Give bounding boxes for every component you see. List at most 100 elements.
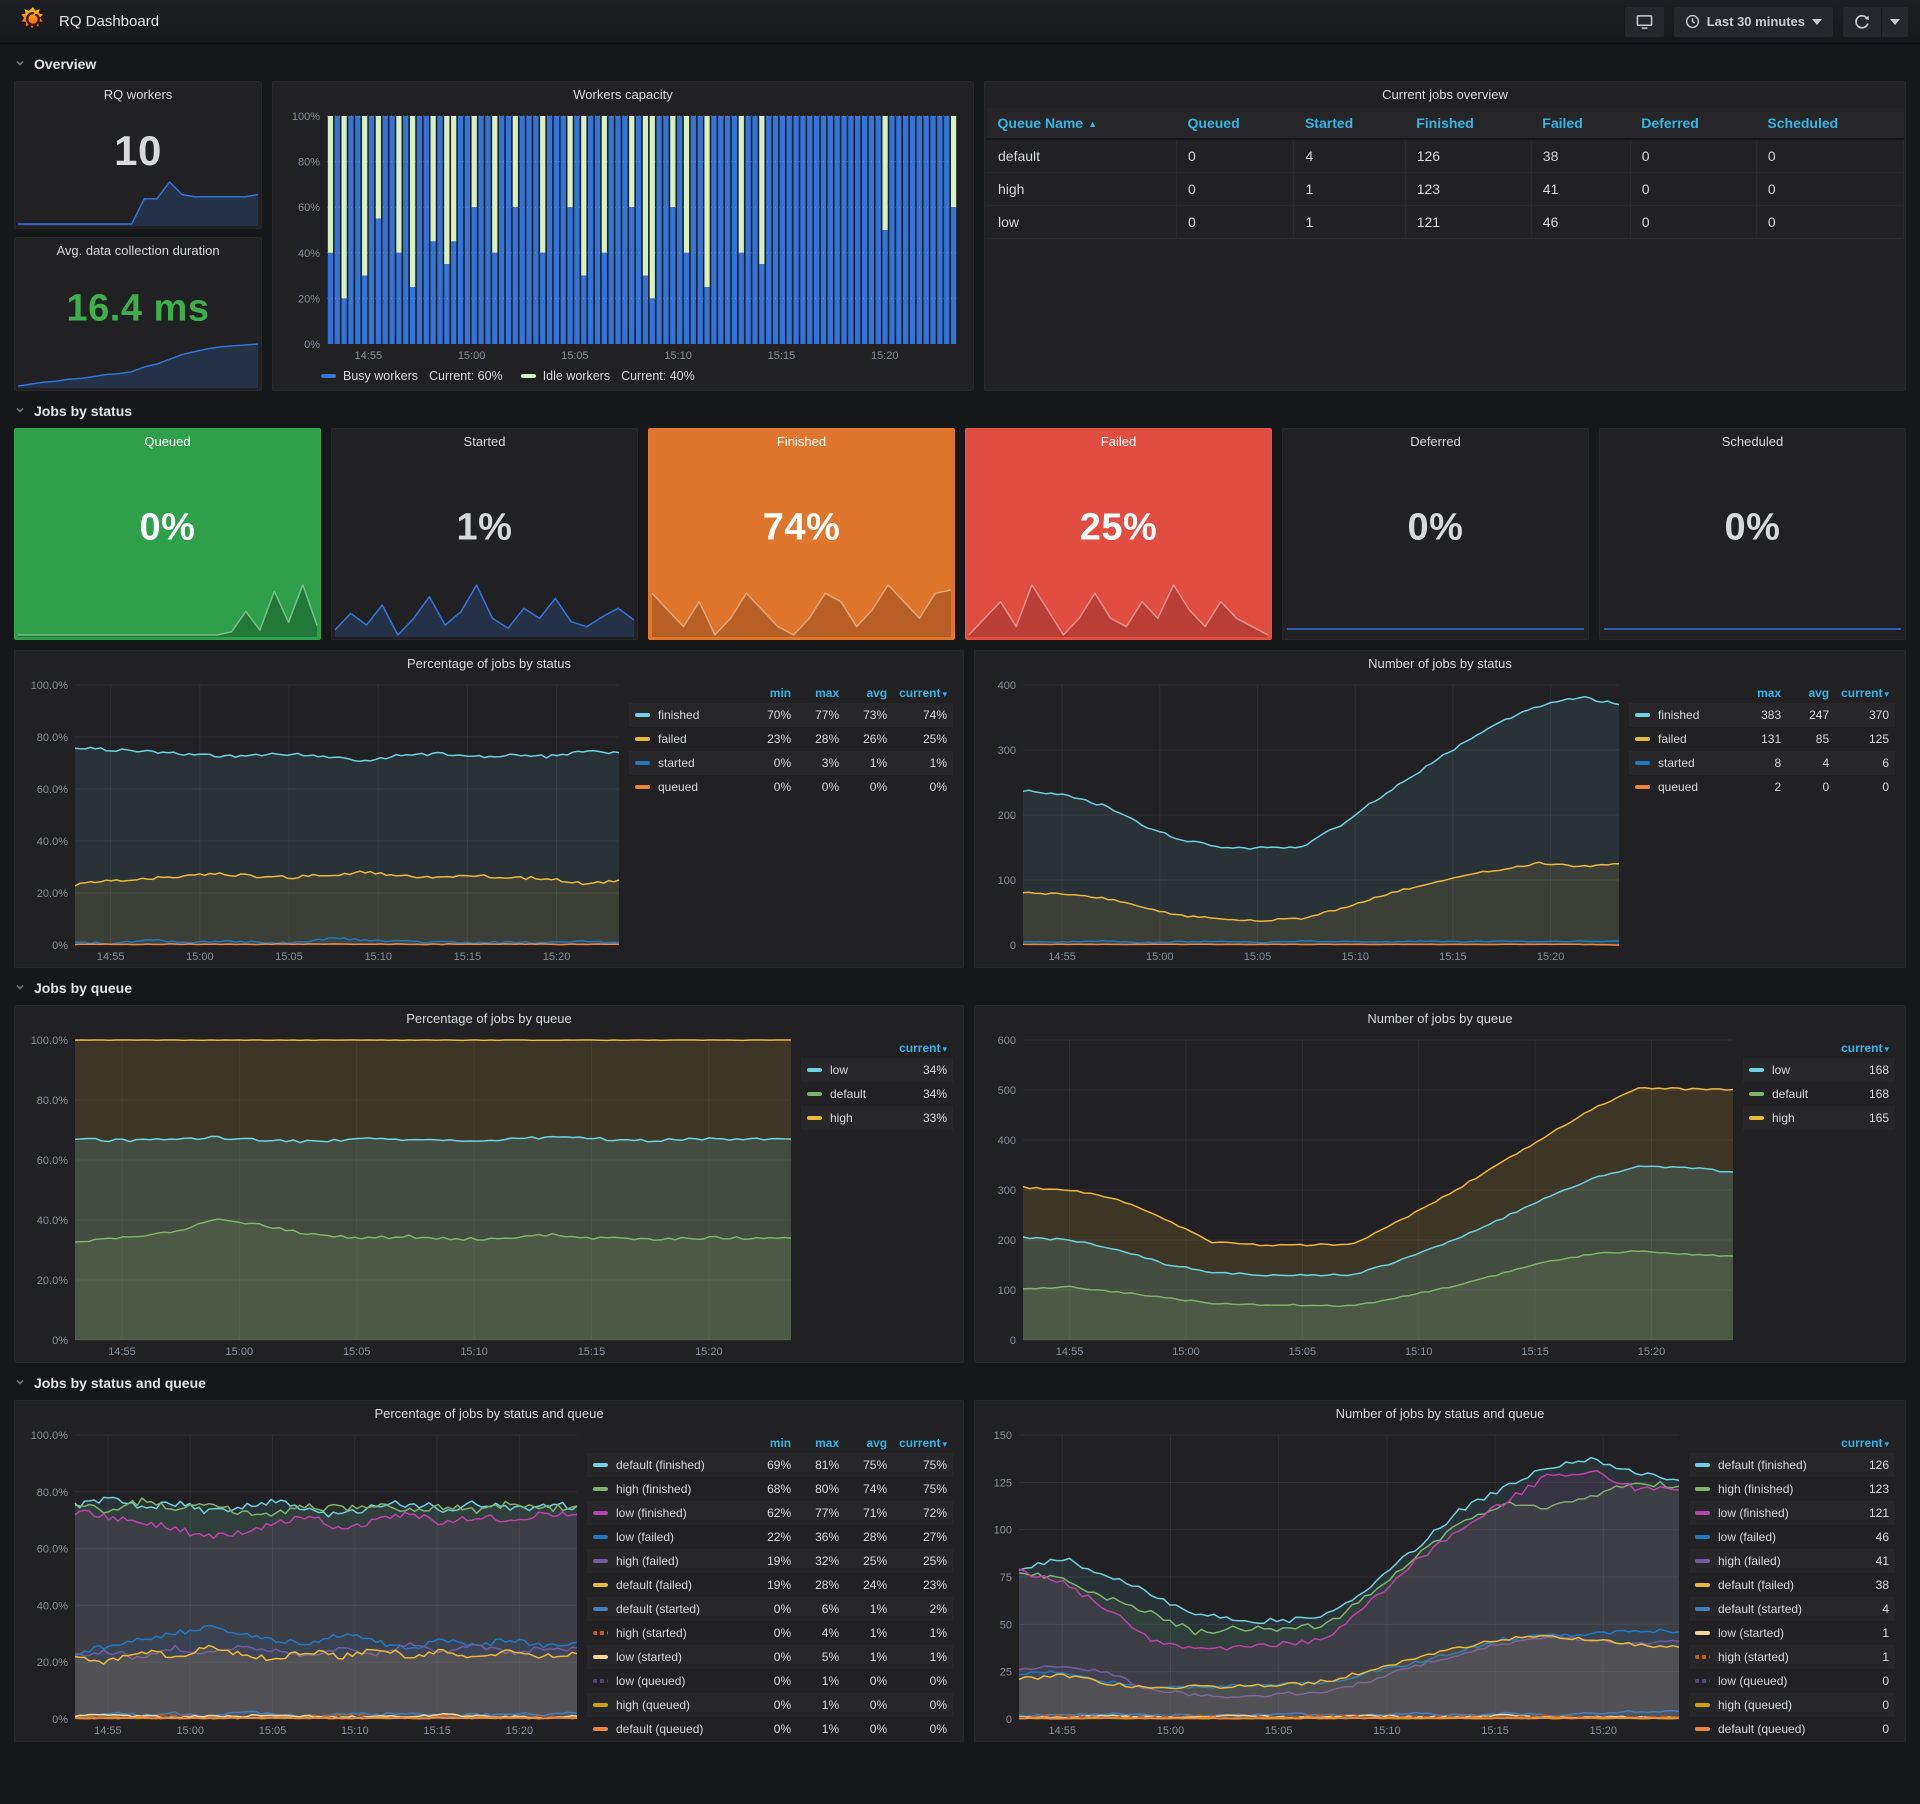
tv-mode-button[interactable] bbox=[1624, 6, 1664, 37]
legend-series-default-started-[interactable]: default (started) bbox=[1689, 1597, 1835, 1621]
svg-text:25: 25 bbox=[1000, 1667, 1012, 1679]
legend-series-low-queued-[interactable]: low (queued) bbox=[587, 1669, 749, 1693]
panel-title[interactable]: RQ workers bbox=[103, 87, 173, 102]
series-color-swatch bbox=[807, 1068, 822, 1072]
column-header-started[interactable]: Started bbox=[1293, 108, 1406, 140]
legend-series-low[interactable]: low bbox=[1743, 1058, 1835, 1082]
legend-column-avg[interactable]: avg bbox=[866, 686, 888, 700]
legend-series-default-failed-[interactable]: default (failed) bbox=[1689, 1573, 1835, 1597]
stat-title[interactable]: Finished bbox=[776, 434, 827, 449]
panel-title[interactable]: Percentage of jobs by queue bbox=[406, 1011, 572, 1026]
svg-text:15:20: 15:20 bbox=[695, 1346, 723, 1358]
legend-series-low-started-[interactable]: low (started) bbox=[587, 1645, 749, 1669]
column-header-queued[interactable]: Queued bbox=[1176, 108, 1294, 140]
series-color-swatch bbox=[520, 374, 536, 378]
legend-series-high-finished-[interactable]: high (finished) bbox=[587, 1477, 749, 1501]
legend-series-default-failed-[interactable]: default (failed) bbox=[587, 1573, 749, 1597]
section-header-jobs-by-status-and-queue[interactable]: Jobs by status and queue bbox=[14, 1372, 1906, 1394]
legend-column-min[interactable]: min bbox=[769, 1436, 792, 1450]
legend-series-started[interactable]: started bbox=[1629, 751, 1739, 775]
grafana-logo-icon[interactable] bbox=[20, 6, 46, 37]
legend-series-high[interactable]: high bbox=[1743, 1106, 1835, 1130]
legend-series-high[interactable]: high bbox=[801, 1106, 893, 1130]
legend-series-finished[interactable]: finished bbox=[1629, 703, 1739, 727]
legend-series-default-finished-[interactable]: default (finished) bbox=[587, 1453, 749, 1477]
legend-column-current[interactable]: current ▾ bbox=[899, 1041, 947, 1055]
series-color-swatch bbox=[1635, 737, 1650, 741]
table-cell: 121 bbox=[1405, 205, 1532, 239]
legend-series-queued[interactable]: queued bbox=[1629, 775, 1739, 799]
legend-series-low-queued-[interactable]: low (queued) bbox=[1689, 1669, 1835, 1693]
section-header-jobs-by-status[interactable]: Jobs by status bbox=[14, 400, 1906, 422]
legend-column-current[interactable]: current ▾ bbox=[1841, 686, 1889, 700]
table-cell: low bbox=[986, 205, 1177, 239]
panel-title[interactable]: Avg. data collection duration bbox=[56, 243, 220, 258]
panel-title[interactable]: Number of jobs by status and queue bbox=[1335, 1406, 1545, 1421]
legend-series-high-started-[interactable]: high (started) bbox=[1689, 1645, 1835, 1669]
legend-series-default-queued-[interactable]: default (queued) bbox=[1689, 1717, 1835, 1739]
section-header-overview[interactable]: Overview bbox=[14, 53, 1906, 75]
legend-series-low[interactable]: low bbox=[801, 1058, 893, 1082]
legend-series-queued[interactable]: queued bbox=[629, 775, 749, 799]
refresh-interval-dropdown[interactable] bbox=[1882, 6, 1908, 37]
column-header-queue-name[interactable]: Queue Name ▲ bbox=[986, 108, 1177, 140]
svg-text:0: 0 bbox=[1010, 940, 1016, 952]
stat-title[interactable]: Queued bbox=[144, 434, 191, 449]
legend-item-Idle-workers[interactable]: Idle workers Current: 40% bbox=[520, 369, 695, 383]
panel-title[interactable]: Current jobs overview bbox=[1382, 87, 1508, 102]
column-header-scheduled[interactable]: Scheduled bbox=[1756, 108, 1904, 140]
legend-series-default-queued-[interactable]: default (queued) bbox=[587, 1717, 749, 1739]
time-range-picker[interactable]: Last 30 minutes bbox=[1673, 6, 1833, 37]
legend-column-current[interactable]: current ▾ bbox=[1841, 1041, 1889, 1055]
legend-series-low-finished-[interactable]: low (finished) bbox=[1689, 1501, 1835, 1525]
legend-column-current[interactable]: current ▾ bbox=[899, 1436, 947, 1450]
legend-series-high-failed-[interactable]: high (failed) bbox=[587, 1549, 749, 1573]
legend-column-max[interactable]: max bbox=[815, 686, 840, 700]
panel-title[interactable]: Number of jobs by status bbox=[1368, 656, 1512, 671]
refresh-button[interactable] bbox=[1843, 6, 1881, 37]
legend-column-avg[interactable]: avg bbox=[1808, 686, 1830, 700]
stat-title[interactable]: Failed bbox=[1100, 434, 1137, 449]
legend-series-high-queued-[interactable]: high (queued) bbox=[1689, 1693, 1835, 1717]
legend-series-low-started-[interactable]: low (started) bbox=[1689, 1621, 1835, 1645]
legend-series-high-failed-[interactable]: high (failed) bbox=[1689, 1549, 1835, 1573]
legend-column-current[interactable]: current ▾ bbox=[1841, 1436, 1889, 1450]
legend-series-failed[interactable]: failed bbox=[1629, 727, 1739, 751]
legend-series-started[interactable]: started bbox=[629, 751, 749, 775]
legend-series-low-failed-[interactable]: low (failed) bbox=[587, 1525, 749, 1549]
legend-series-default-started-[interactable]: default (started) bbox=[587, 1597, 749, 1621]
column-header-finished[interactable]: Finished bbox=[1405, 108, 1532, 140]
stat-title[interactable]: Started bbox=[463, 434, 506, 449]
legend-series-high-queued-[interactable]: high (queued) bbox=[587, 1693, 749, 1717]
legend-series-low-finished-[interactable]: low (finished) bbox=[587, 1501, 749, 1525]
legend-column-max[interactable]: max bbox=[815, 1436, 840, 1450]
legend-series-low-failed-[interactable]: low (failed) bbox=[1689, 1525, 1835, 1549]
stat-value: 0% bbox=[1724, 506, 1781, 549]
legend-series-failed[interactable]: failed bbox=[629, 727, 749, 751]
legend-row: high (queued) 0% 1% 0% 0% bbox=[587, 1693, 953, 1717]
panel-title[interactable]: Number of jobs by queue bbox=[1367, 1011, 1513, 1026]
svg-text:15:10: 15:10 bbox=[1373, 1725, 1401, 1737]
section-header-jobs-by-queue[interactable]: Jobs by queue bbox=[14, 977, 1906, 999]
legend-series-default[interactable]: default bbox=[1743, 1082, 1835, 1106]
panel-title[interactable]: Percentage of jobs by status bbox=[406, 656, 572, 671]
series-color-swatch bbox=[593, 1607, 608, 1611]
panel-title[interactable]: Workers capacity bbox=[573, 87, 673, 102]
legend-column-min[interactable]: min bbox=[769, 686, 792, 700]
legend-series-default-finished-[interactable]: default (finished) bbox=[1689, 1453, 1835, 1477]
legend-column-avg[interactable]: avg bbox=[866, 1436, 888, 1450]
legend-series-high-finished-[interactable]: high (finished) bbox=[1689, 1477, 1835, 1501]
column-header-deferred[interactable]: Deferred bbox=[1630, 108, 1757, 140]
panel-title[interactable]: Percentage of jobs by status and queue bbox=[374, 1406, 604, 1421]
stat-title[interactable]: Scheduled bbox=[1721, 434, 1784, 449]
legend-series-finished[interactable]: finished bbox=[629, 703, 749, 727]
column-header-failed[interactable]: Failed bbox=[1531, 108, 1631, 140]
legend-series-default[interactable]: default bbox=[801, 1082, 893, 1106]
legend-item-Busy-workers[interactable]: Busy workers Current: 60% bbox=[321, 369, 503, 383]
legend-series-high-started-[interactable]: high (started) bbox=[587, 1621, 749, 1645]
percentage-jobs-by-queue-chart: 14:55 15:00 15:05 15:10 15:15 15:20 0% 20.0% 40.… bbox=[21, 1032, 801, 1360]
legend-column-max[interactable]: max bbox=[1757, 686, 1782, 700]
stat-title[interactable]: Deferred bbox=[1410, 434, 1461, 449]
legend-column-current[interactable]: current ▾ bbox=[899, 686, 947, 700]
svg-text:15:10: 15:10 bbox=[1405, 1346, 1433, 1358]
